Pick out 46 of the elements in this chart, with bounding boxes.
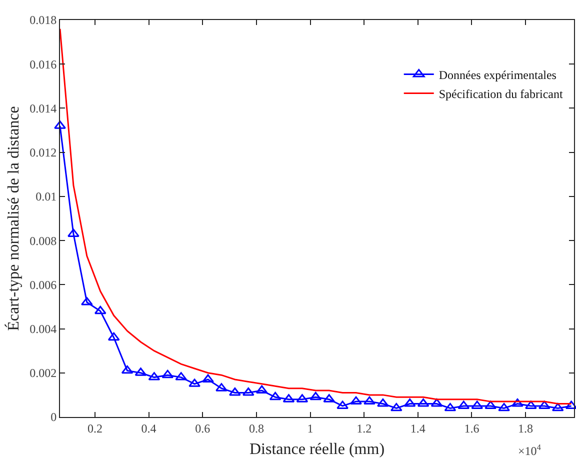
x-tick-label: 1 xyxy=(307,421,314,436)
point xyxy=(121,365,134,374)
point xyxy=(350,396,362,405)
point xyxy=(202,374,214,383)
x-tick-label: 0.8 xyxy=(248,421,264,436)
point xyxy=(68,228,80,237)
x-tick-label: 0.2 xyxy=(87,421,102,436)
y-tick-label: 0.014 xyxy=(30,101,57,116)
point xyxy=(228,387,241,396)
point xyxy=(54,120,66,129)
y-tick-label: 0.01 xyxy=(36,190,57,204)
x-tick-label: 1.4 xyxy=(410,421,426,436)
point xyxy=(512,398,524,407)
x-tick-label: 1.2 xyxy=(356,421,372,436)
y-tick-label: 0.002 xyxy=(30,366,57,380)
x-axis-title: Distance réelle (mm) xyxy=(249,441,385,458)
legend-label: Données expérimentales xyxy=(438,68,557,82)
point xyxy=(256,385,268,394)
x-tick-label: 1.6 xyxy=(464,421,480,436)
point xyxy=(94,306,106,314)
point xyxy=(498,402,510,412)
y-tick-label: 0.008 xyxy=(30,234,57,248)
y-tick-label: 0.004 xyxy=(30,322,57,336)
x-tick-label: 0.6 xyxy=(195,421,210,436)
point xyxy=(216,383,228,392)
point xyxy=(565,400,576,409)
text: ×10$^{4}$ xyxy=(518,443,542,458)
point xyxy=(364,396,376,405)
point xyxy=(310,392,322,400)
point xyxy=(552,402,564,412)
y-axis-title: Écart-type normalisé de la distance xyxy=(4,106,22,331)
point xyxy=(188,378,200,387)
y-tick-label: 0.006 xyxy=(30,278,57,292)
point xyxy=(162,370,174,378)
y-tick-label: 0.016 xyxy=(30,57,57,72)
x-tick-label: 0.4 xyxy=(141,421,156,436)
x-tick-label: 1.8 xyxy=(518,421,534,436)
legend-label: Spécification du fabricant xyxy=(438,86,564,101)
point xyxy=(390,402,402,412)
point xyxy=(444,402,456,412)
point xyxy=(242,387,254,396)
point xyxy=(269,392,282,400)
y-tick-label: 0.018 xyxy=(30,13,57,28)
y-tick-label: 0.012 xyxy=(30,146,57,160)
y-tick-label: 0 xyxy=(50,410,57,424)
point xyxy=(108,332,120,341)
